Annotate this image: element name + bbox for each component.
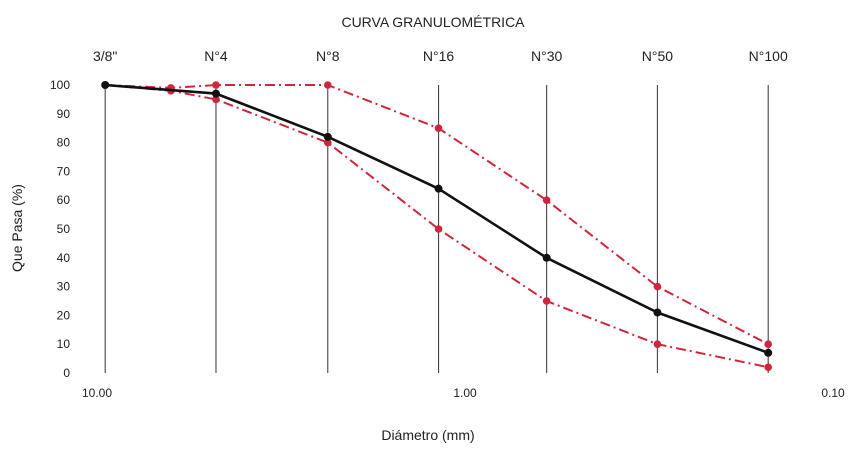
y-tick-label: 70 (57, 164, 71, 178)
gradation-point (542, 253, 551, 262)
gradation-point (323, 132, 332, 141)
limit-point (323, 138, 332, 147)
sieve-label: N°30 (531, 48, 562, 64)
limit-point (542, 297, 551, 305)
limit-point (434, 225, 443, 233)
y-tick-label: 30 (57, 280, 71, 294)
limit-point (653, 282, 662, 291)
limit-point (764, 340, 772, 349)
y-tick-label: 10 (57, 337, 71, 351)
limit-curve-line (105, 84, 769, 346)
sieve-label: N°16 (423, 48, 454, 64)
limit-curve-line (105, 84, 769, 369)
gradation-point (764, 348, 773, 357)
y-tick-label: 80 (57, 136, 71, 150)
y-tick-label: 50 (57, 222, 71, 236)
limit-point (323, 81, 332, 89)
x-tick-layer: 10.00 1.00 0.10 (82, 386, 845, 400)
gradation-point (434, 184, 443, 193)
gradation-point (211, 89, 220, 98)
y-axis-label: Que Pasa (%) (9, 184, 25, 272)
limit-point (212, 95, 220, 104)
sieve-label: 3/8" (93, 48, 117, 64)
y-tick-label: 100 (50, 78, 70, 92)
x-tick-label: 0.10 (821, 386, 845, 400)
y-tick-label: 60 (57, 193, 71, 207)
gradation-point (653, 308, 662, 317)
y-tick-layer: 0 10 20 30 40 50 60 70 80 90 100 (50, 78, 70, 380)
limit-point (764, 363, 772, 372)
y-tick-label: 90 (57, 107, 71, 121)
x-axis-label: Diámetro (mm) (381, 427, 474, 443)
sieve-label: N°8 (316, 48, 340, 64)
limit-point (434, 124, 443, 132)
limit-point (212, 81, 220, 89)
x-tick-label: 10.00 (82, 386, 112, 400)
chart-title: CURVA GRANULOMÉTRICA (341, 14, 525, 30)
sieve-label-layer: 3/8" N°4 N°8 N°16 N°30 N°50 N°100 (93, 48, 788, 64)
y-tick-label: 40 (57, 251, 71, 265)
limit-point (653, 340, 662, 349)
sieve-label: N°4 (204, 48, 228, 64)
sieve-label: N°50 (642, 48, 673, 64)
y-tick-label: 20 (57, 308, 71, 322)
limit-point (542, 196, 551, 204)
y-tick-label: 0 (63, 366, 70, 380)
gradation-point (101, 81, 110, 89)
x-tick-label: 1.00 (453, 386, 477, 400)
series-layer (101, 81, 773, 372)
sieve-label: N°100 (749, 48, 788, 64)
